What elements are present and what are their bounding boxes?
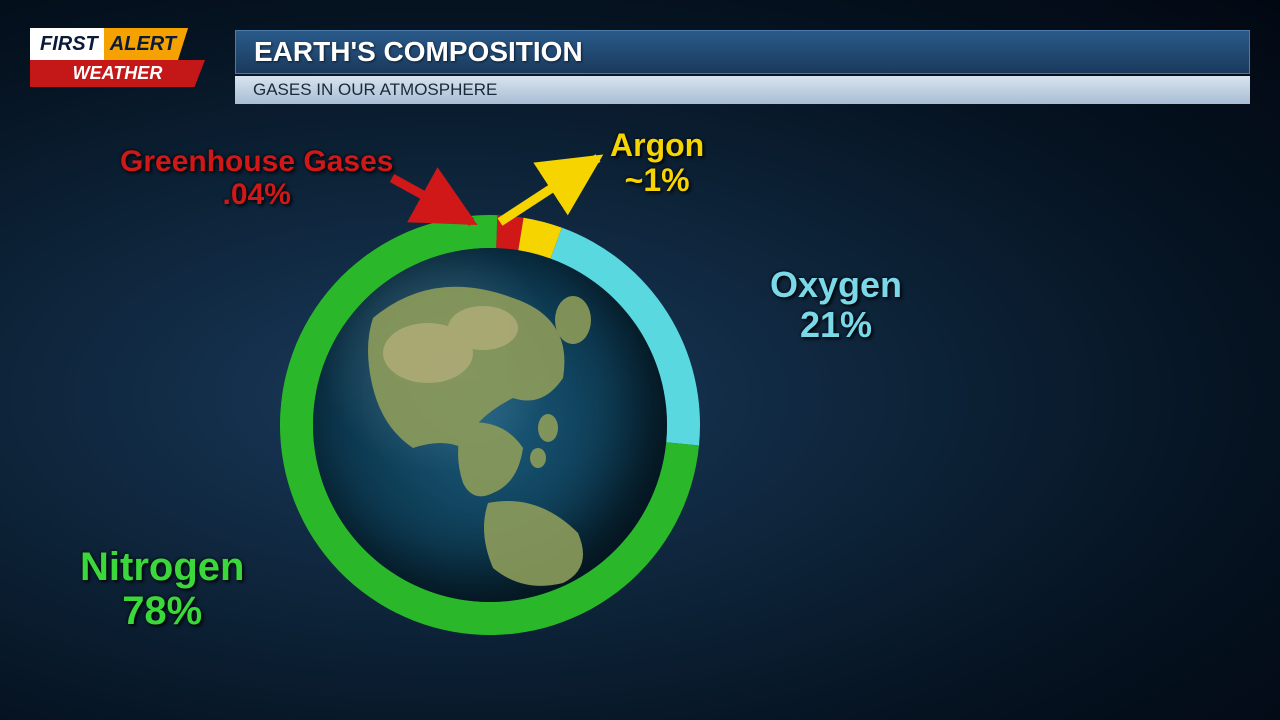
label-nitrogen-name: Nitrogen xyxy=(80,545,244,589)
label-greenhouse-value: .04% xyxy=(120,178,393,211)
label-oxygen-name: Oxygen xyxy=(770,265,902,305)
logo-alert-text: ALERT xyxy=(104,28,188,60)
label-oxygen-value: 21% xyxy=(770,305,902,345)
label-greenhouse: Greenhouse Gases.04% xyxy=(120,145,393,211)
logo-weather-text: WEATHER xyxy=(30,60,205,87)
label-argon-value: ~1% xyxy=(610,163,704,198)
label-greenhouse-name: Greenhouse Gases xyxy=(120,145,393,178)
label-nitrogen: Nitrogen78% xyxy=(80,545,244,633)
label-oxygen: Oxygen21% xyxy=(770,265,902,344)
header-title: EARTH'S COMPOSITION xyxy=(235,30,1250,74)
label-argon: Argon~1% xyxy=(610,128,704,198)
label-argon-name: Argon xyxy=(610,128,704,163)
earth-globe xyxy=(313,248,667,602)
first-alert-weather-logo: FIRST ALERT WEATHER xyxy=(30,28,220,87)
globe-landmass xyxy=(313,248,667,602)
label-nitrogen-value: 78% xyxy=(80,589,244,633)
logo-first-text: FIRST xyxy=(30,28,104,60)
atmosphere-donut-chart xyxy=(280,215,700,635)
header-subtitle: GASES IN OUR ATMOSPHERE xyxy=(235,76,1250,104)
arrow-argon xyxy=(500,158,598,222)
